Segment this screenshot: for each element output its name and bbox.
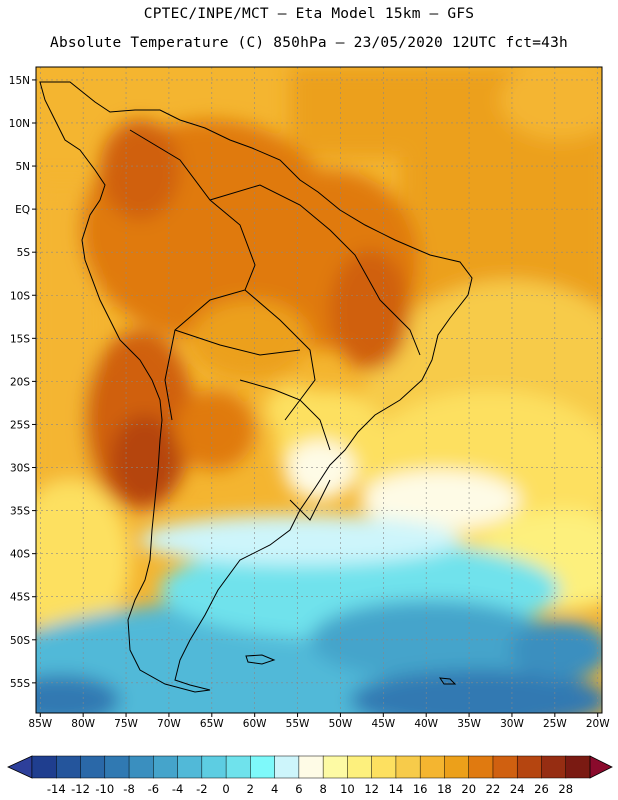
colorbar-label: 24 <box>510 782 525 796</box>
title-line-1: CPTEC/INPE/MCT – Eta Model 15km – GFS <box>143 6 475 22</box>
colorbar-swatch <box>201 755 227 779</box>
colorbar-swatch <box>395 755 421 779</box>
colorbar-swatch <box>419 755 445 779</box>
colorbar-swatch <box>274 755 300 779</box>
coastline-outline <box>39 81 473 693</box>
lon-tick-label: 55W <box>286 718 310 730</box>
colorbar-swatch <box>250 755 276 779</box>
colorbar-swatch <box>177 755 203 779</box>
title-line-2: Absolute Temperature (C) 850hPa – 23/05/… <box>50 35 568 51</box>
colorbar-swatch <box>371 755 397 779</box>
lat-tick-label: EQ <box>15 204 30 216</box>
lon-tick-label: 60W <box>243 718 267 730</box>
colorbar-label: 2 <box>247 782 254 796</box>
lat-tick-label: 55S <box>10 678 30 690</box>
lon-tick-label: 25W <box>543 718 567 730</box>
latitude-axis: 15N 10N 5N EQ 5S 10S 15S 20S 25S 30S 35S 40S 45S 50S 5… <box>9 75 36 690</box>
temperature-field <box>36 67 602 713</box>
colorbar-swatch <box>565 755 591 779</box>
colorbar-label: 20 <box>461 782 476 796</box>
map-gridlines <box>36 67 602 713</box>
colorbar-label: 12 <box>364 782 379 796</box>
colorbar-swatch <box>298 755 324 779</box>
colorbar-label: 26 <box>534 782 549 796</box>
colorbar-label: -12 <box>71 782 90 796</box>
lat-tick-label: 15S <box>10 333 30 345</box>
lon-tick-label: 85W <box>28 718 52 730</box>
lon-tick-label: 45W <box>371 718 395 730</box>
lat-tick-label: 10S <box>10 290 30 302</box>
colorbar-label: 16 <box>413 782 428 796</box>
lat-tick-label: 30S <box>10 463 30 475</box>
lat-tick-label: 15N <box>9 75 30 87</box>
lat-tick-label: 20S <box>10 376 30 388</box>
colorbar-swatch <box>492 755 518 779</box>
lon-tick-label: 35W <box>457 718 481 730</box>
colorbar-swatch <box>444 755 470 779</box>
colorbar-swatch <box>56 755 82 779</box>
colorbar-label: 0 <box>222 782 229 796</box>
colorbar-label: -6 <box>148 782 159 796</box>
colorbar-label: -10 <box>95 782 114 796</box>
colorbar-label: 10 <box>340 782 355 796</box>
colorbar: -14 -12 -10 -8 -6 -4 -2 0 2 4 6 8 10 12 14 16 18 20 22 24 26… <box>7 755 613 796</box>
colorbar-swatch <box>80 755 106 779</box>
colorbar-swatch <box>128 755 154 779</box>
colorbar-label: -2 <box>196 782 207 796</box>
lon-tick-label: 75W <box>114 718 138 730</box>
lat-tick-label: 45S <box>10 592 30 604</box>
colorbar-label: 6 <box>295 782 302 796</box>
map-frame <box>35 66 603 714</box>
colorbar-swatch <box>225 755 251 779</box>
colorbar-swatch <box>31 755 57 779</box>
lon-tick-label: 70W <box>157 718 181 730</box>
colorbar-label: 18 <box>437 782 452 796</box>
lon-tick-label: 65W <box>200 718 224 730</box>
colorbar-swatch <box>541 755 567 779</box>
lon-tick-label: 20W <box>586 718 610 730</box>
colorbar-label: 22 <box>486 782 501 796</box>
colorbar-label: 4 <box>271 782 278 796</box>
colorbar-under-arrow <box>7 755 33 779</box>
colorbar-label: -14 <box>47 782 66 796</box>
lat-tick-label: 5N <box>15 161 30 173</box>
lat-tick-label: 35S <box>10 506 30 518</box>
lat-tick-label: 40S <box>10 549 30 561</box>
colorbar-label: 28 <box>558 782 573 796</box>
colorbar-swatch <box>104 755 130 779</box>
lon-tick-label: 80W <box>71 718 95 730</box>
longitude-axis: 85W 80W 75W 70W 65W 60W 55W 50W 45W 40W 35W 30W 25W 2… <box>28 713 610 730</box>
colorbar-label: -4 <box>172 782 183 796</box>
lon-tick-label: 50W <box>329 718 353 730</box>
colorbar-label: 14 <box>389 782 404 796</box>
colorbar-over-arrow <box>589 755 613 779</box>
lat-tick-label: 50S <box>10 635 30 647</box>
colorbar-swatch <box>322 755 348 779</box>
colorbar-swatch <box>153 755 179 779</box>
colorbar-label: 8 <box>319 782 326 796</box>
lat-tick-label: 10N <box>9 118 30 130</box>
lat-tick-label: 25S <box>10 419 30 431</box>
lon-tick-label: 30W <box>500 718 524 730</box>
lat-tick-label: 5S <box>17 247 31 259</box>
lon-tick-label: 40W <box>414 718 438 730</box>
colorbar-label: -8 <box>123 782 134 796</box>
colorbar-swatch <box>516 755 543 779</box>
colorbar-swatch <box>347 755 373 779</box>
colorbar-swatch <box>468 755 494 779</box>
